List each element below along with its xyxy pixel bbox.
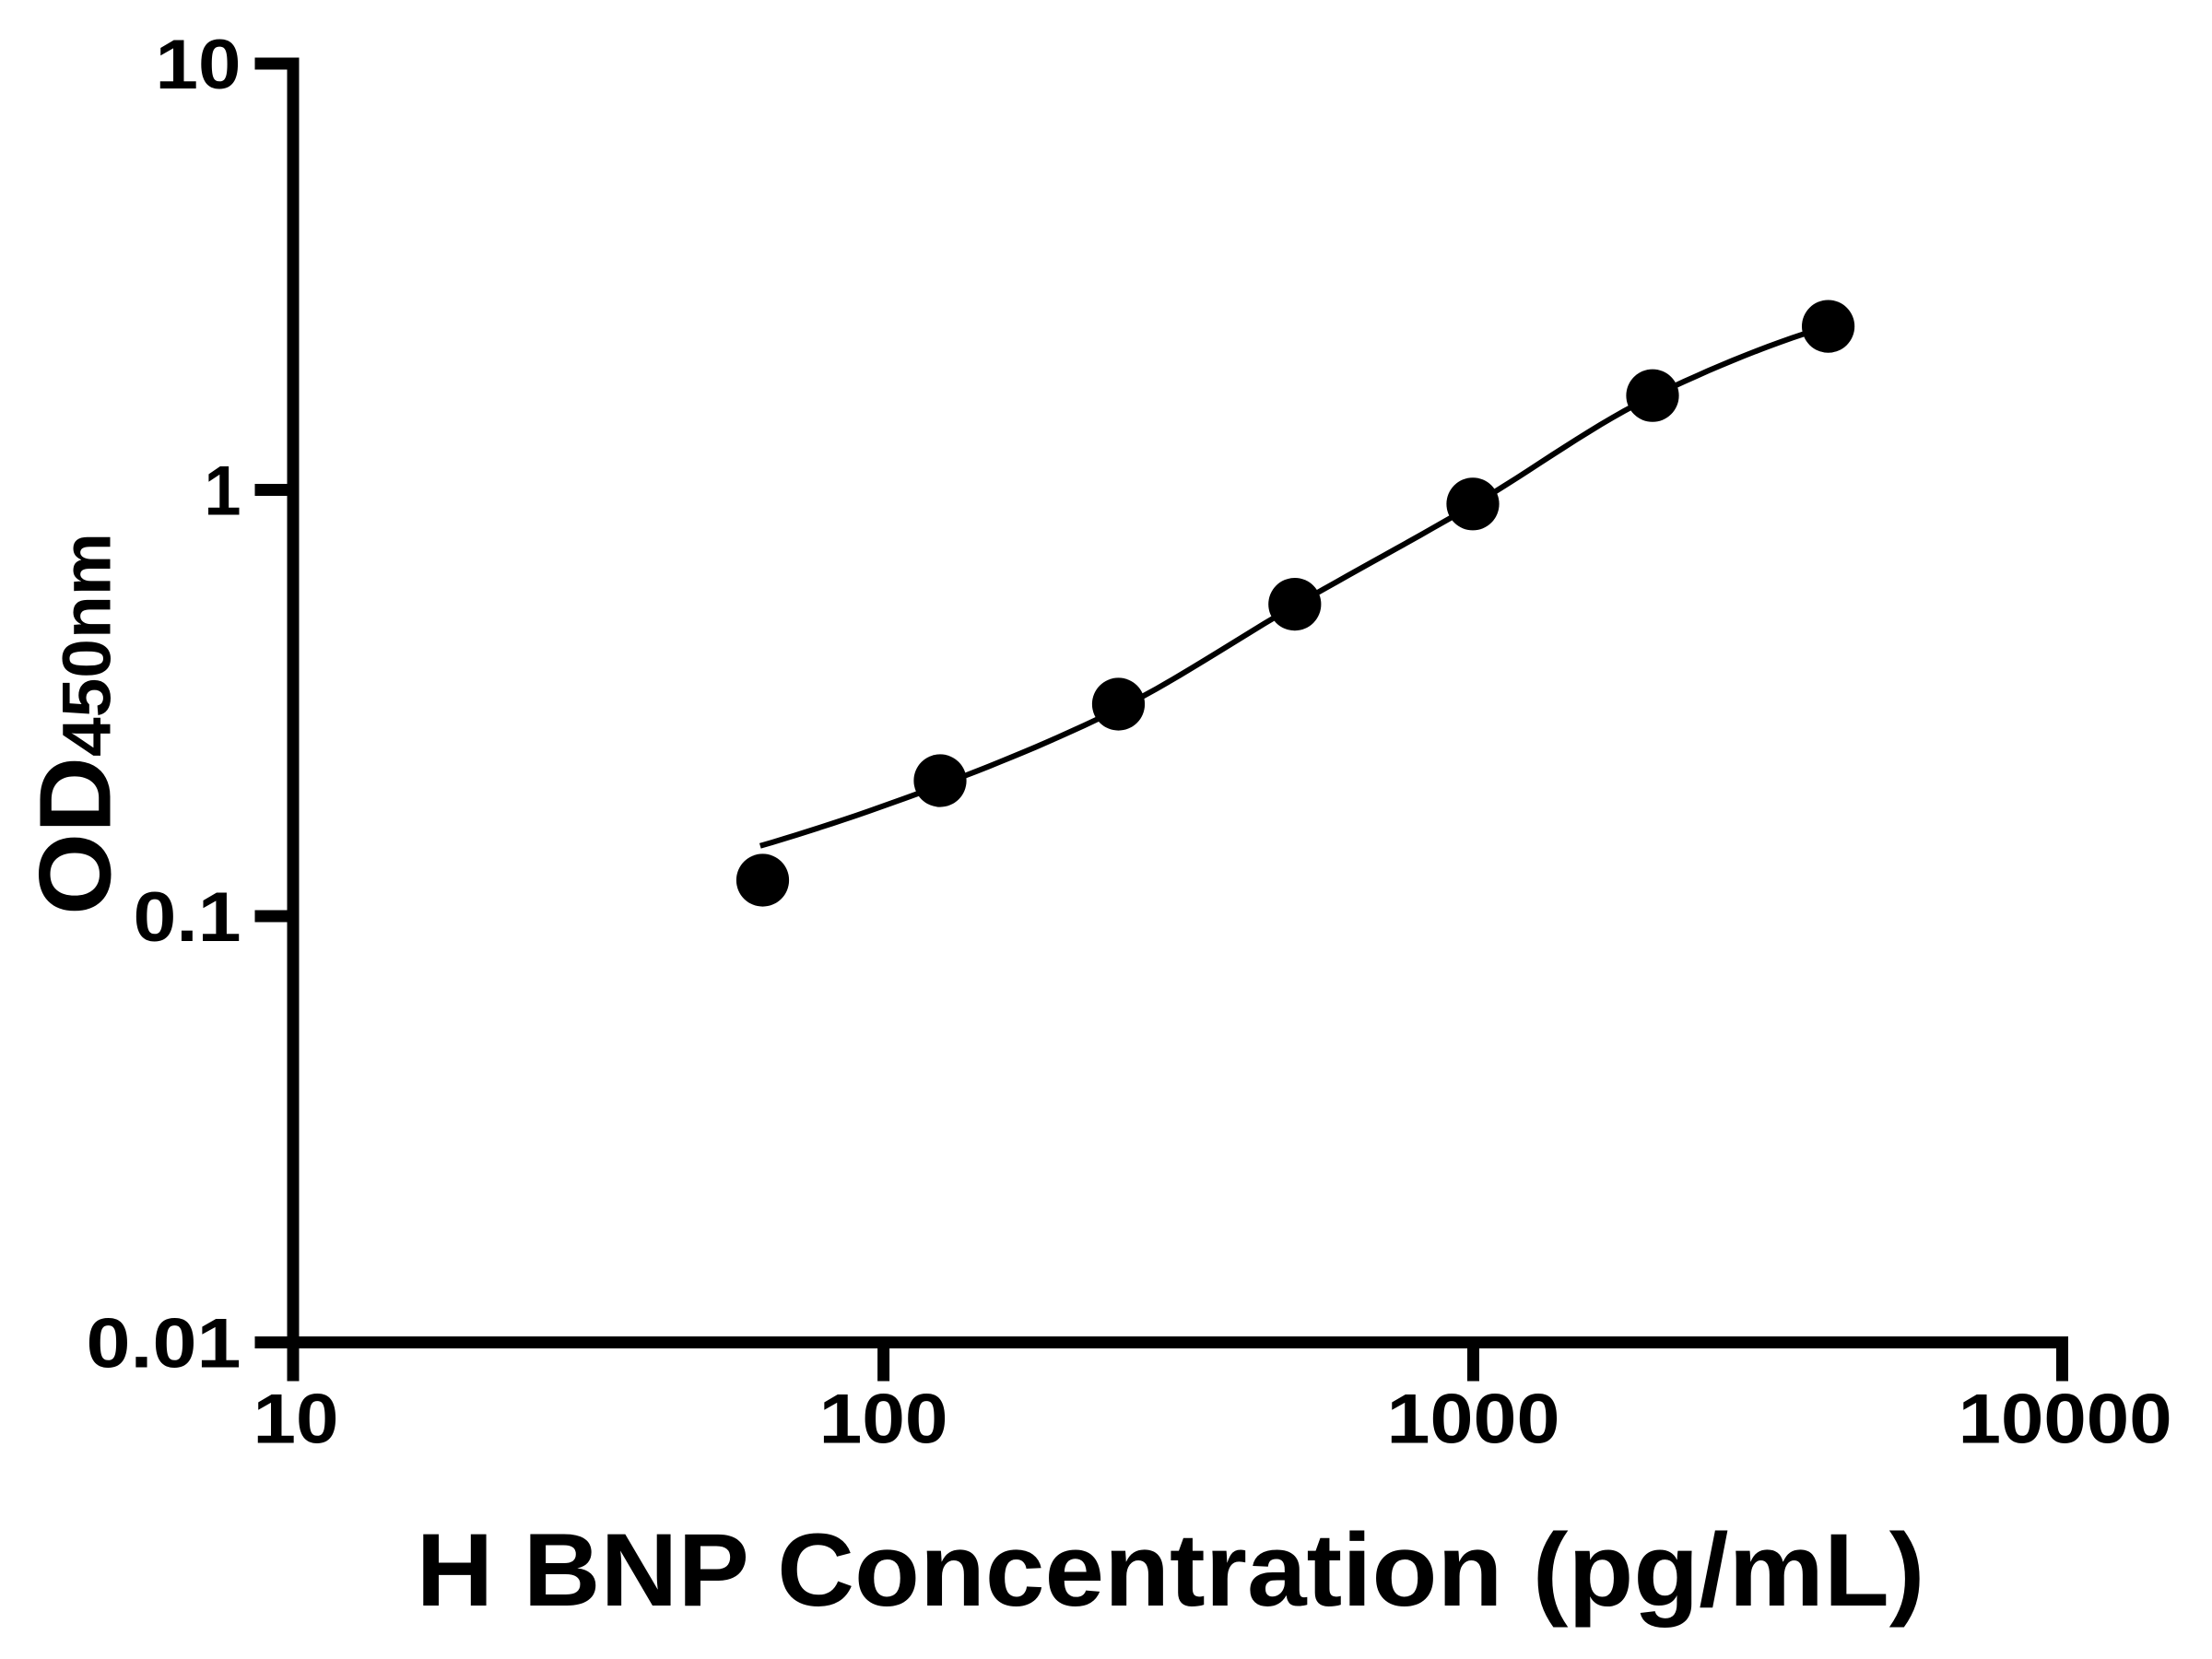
svg-text:0.1: 0.1 (134, 878, 241, 957)
svg-text:10: 10 (156, 26, 241, 104)
svg-text:10: 10 (253, 1381, 339, 1459)
svg-text:OD: OD (19, 757, 133, 915)
svg-text:1: 1 (205, 453, 241, 531)
svg-text:H BNP Concentration (pg/mL): H BNP Concentration (pg/mL) (417, 1512, 1925, 1628)
svg-text:450nm: 450nm (49, 533, 125, 757)
svg-text:10000: 10000 (1959, 1381, 2172, 1459)
svg-text:0.01: 0.01 (87, 1305, 241, 1383)
svg-text:1000: 1000 (1387, 1381, 1560, 1459)
svg-text:100: 100 (819, 1381, 948, 1459)
